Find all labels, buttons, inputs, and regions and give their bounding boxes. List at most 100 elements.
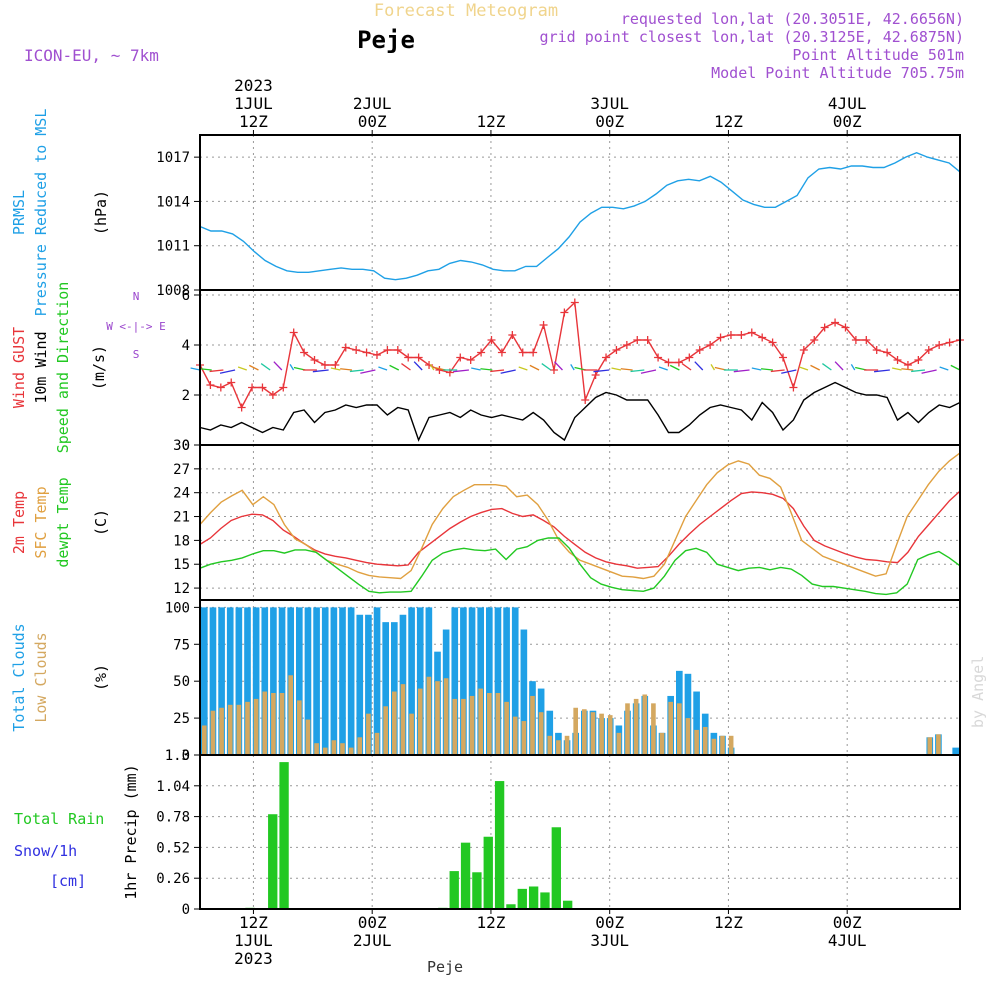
wind-arrow <box>471 367 481 371</box>
y-tick-label: 25 <box>173 711 190 727</box>
panel-frame <box>199 754 961 910</box>
wind-arrow <box>401 363 411 371</box>
gust-marker <box>820 323 829 332</box>
bar-total-clouds <box>391 622 398 755</box>
bar-rain <box>279 762 289 909</box>
bar-low-clouds <box>374 732 380 755</box>
bar-low-clouds <box>271 693 276 755</box>
bar-low-clouds <box>547 735 553 755</box>
axis-label-temp: SFC Temp <box>32 486 50 558</box>
bar-low-clouds <box>478 688 483 755</box>
wind-arrow <box>273 361 283 371</box>
wind-arrow <box>199 368 212 371</box>
gust-marker <box>810 336 819 344</box>
bar-total-clouds <box>218 607 225 755</box>
watermark: by Angel <box>969 656 987 728</box>
time-label-top: 2023 <box>234 76 273 95</box>
y-tick-label: 0.78 <box>156 810 190 826</box>
time-label-bottom: 4JUL <box>828 931 867 950</box>
gust-marker <box>903 361 912 369</box>
time-label-bottom: 3JUL <box>590 931 629 950</box>
gust-marker <box>612 346 621 354</box>
wind-arrow <box>190 367 201 371</box>
gust-marker <box>310 356 319 364</box>
bar-low-clouds <box>668 701 673 755</box>
gust-marker <box>924 346 933 354</box>
gust-marker <box>341 343 350 352</box>
bar-low-clouds <box>625 703 630 755</box>
bar-total-clouds <box>278 607 286 755</box>
bar-low-clouds <box>694 729 699 755</box>
bar-rain <box>268 814 278 909</box>
panel-wind: 0 2 4 6 Wind GUST 10m Wind Speed and Direction… <box>10 282 964 454</box>
gust-marker <box>602 353 611 362</box>
bar-total-clouds <box>356 614 364 755</box>
gust-marker <box>674 358 683 367</box>
bar-low-clouds <box>400 684 406 755</box>
gust-marker <box>945 338 954 347</box>
y-tick-label: 1014 <box>156 194 190 210</box>
gust-marker <box>268 391 277 399</box>
bar-rain <box>460 842 471 909</box>
bar-total-clouds <box>304 607 312 755</box>
wind-arrow <box>630 369 645 373</box>
wind-arrow <box>553 361 563 371</box>
gust-marker <box>477 348 486 357</box>
bar-low-clouds <box>728 735 734 755</box>
wind-arrow <box>822 363 832 371</box>
bar-low-clouds <box>253 698 259 755</box>
gust-marker <box>383 346 392 354</box>
bar-total-clouds <box>201 607 208 755</box>
bar-low-clouds <box>227 704 233 755</box>
bar-total-clouds <box>373 607 381 755</box>
gust-marker <box>466 356 475 364</box>
time-label-bottom: 00Z <box>833 913 862 932</box>
bar-low-clouds <box>607 715 613 755</box>
gust-marker <box>560 308 569 317</box>
panel-frame <box>199 444 961 601</box>
y-tick-label: 30 <box>173 438 190 454</box>
bar-rain <box>449 871 459 909</box>
wind-arrow <box>810 364 820 371</box>
bar-low-clouds <box>685 718 691 755</box>
bar-total-clouds <box>460 607 467 755</box>
bar-low-clouds <box>616 732 622 755</box>
wind-arrow <box>260 363 271 371</box>
axis-label-precip: [cm] <box>50 872 86 890</box>
gust-marker <box>331 361 340 369</box>
bar-rain <box>528 886 539 909</box>
wind-arrow <box>733 369 750 373</box>
bar-low-clouds <box>383 706 388 755</box>
time-label-top: 00Z <box>358 112 387 131</box>
gust-marker <box>487 336 496 344</box>
wind-arrow <box>669 364 680 371</box>
bar-low-clouds <box>392 691 397 755</box>
wind-arrow <box>681 363 692 371</box>
bar-low-clouds <box>409 713 414 755</box>
y-tick-label: 18 <box>173 533 190 549</box>
gust-marker <box>664 358 673 367</box>
gust-marker <box>622 341 631 349</box>
axis-label-clouds: Low Clouds <box>32 632 50 722</box>
bar-total-clouds <box>296 607 303 755</box>
gust-marker <box>716 333 725 342</box>
bar-total-clouds <box>382 622 389 755</box>
y-tick-label: 0 <box>182 438 190 454</box>
gust-marker <box>768 338 777 347</box>
bar-low-clouds <box>936 734 941 755</box>
bar-low-clouds <box>521 721 527 755</box>
gust-marker <box>591 371 600 379</box>
bar-low-clouds <box>348 747 354 755</box>
y-tick-label: 0 <box>182 748 190 764</box>
gust-marker <box>518 348 527 357</box>
series-line-2m Temp <box>199 490 961 569</box>
gust-marker <box>695 346 704 354</box>
bar-total-clouds <box>684 673 692 755</box>
bar-total-clouds <box>235 607 243 755</box>
bar-rain <box>483 836 493 909</box>
bar-low-clouds <box>599 713 604 755</box>
bar-low-clouds <box>512 716 518 755</box>
bar-low-clouds <box>202 725 207 755</box>
bar-low-clouds <box>582 709 587 755</box>
y-tick-label: 0.26 <box>156 871 190 887</box>
